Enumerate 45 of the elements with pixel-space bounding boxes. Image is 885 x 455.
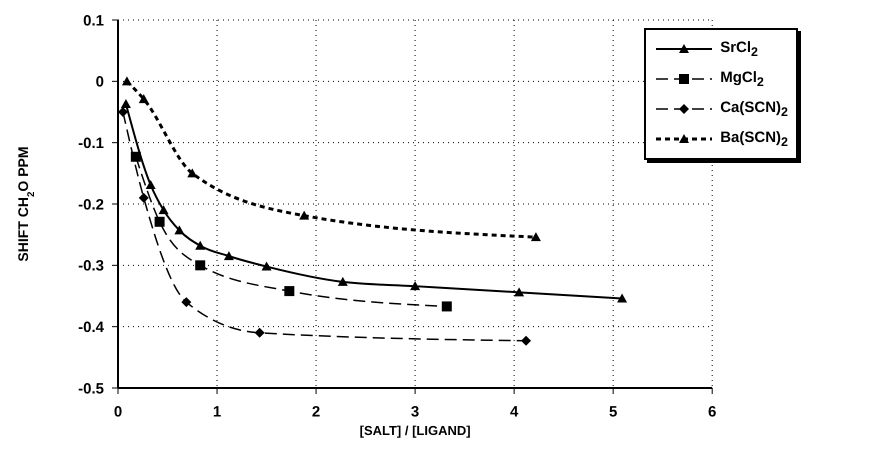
- point: [224, 251, 234, 260]
- y-tick-label: -0.2: [78, 196, 104, 214]
- legend-label: Ca(SCN)$_{2}$: [720, 99, 788, 119]
- point: [138, 94, 149, 104]
- point: [442, 301, 452, 312]
- x-tick-label: 3: [410, 404, 420, 421]
- y-tick-label: 0: [96, 74, 104, 91]
- point: [195, 260, 206, 270]
- legend-label: Ba(SCN)$_{2}$: [720, 129, 788, 149]
- y-tick-label: 0.1: [83, 12, 104, 30]
- point: [138, 192, 149, 203]
- point: [158, 205, 169, 214]
- point: [130, 152, 141, 162]
- point: [118, 107, 128, 117]
- point: [187, 168, 198, 178]
- point: [146, 180, 156, 189]
- y-tick-label: -0.1: [78, 134, 104, 152]
- x-tick-label: 6: [708, 404, 716, 421]
- legend-label: MgCl$_{2}$: [720, 69, 764, 89]
- point: [299, 210, 310, 220]
- point: [410, 281, 420, 290]
- x-axis-title: [SALT] / [LIGAND]: [360, 423, 471, 438]
- x-tick-label: 1: [212, 404, 222, 421]
- x-tick-label: 2: [312, 404, 320, 421]
- point: [181, 297, 192, 308]
- point: [254, 328, 265, 338]
- point: [262, 262, 272, 271]
- y-tick-label: -0.5: [78, 380, 104, 398]
- point: [514, 287, 524, 296]
- point: [154, 216, 165, 227]
- point: [122, 76, 132, 86]
- point: [617, 293, 628, 302]
- y-tick-label: -0.4: [78, 318, 105, 336]
- point: [338, 276, 348, 286]
- x-tick-label: 5: [608, 404, 618, 421]
- point: [120, 99, 131, 108]
- point: [195, 240, 206, 250]
- y-tick-label: -0.3: [78, 258, 104, 275]
- point: [530, 232, 541, 242]
- point: [284, 286, 294, 296]
- point: [521, 336, 532, 346]
- legend-label: SrCl$_{2}$: [720, 39, 758, 59]
- x-tick-label: 4: [510, 404, 519, 421]
- x-tick-label: 0: [114, 404, 122, 421]
- point: [174, 225, 184, 234]
